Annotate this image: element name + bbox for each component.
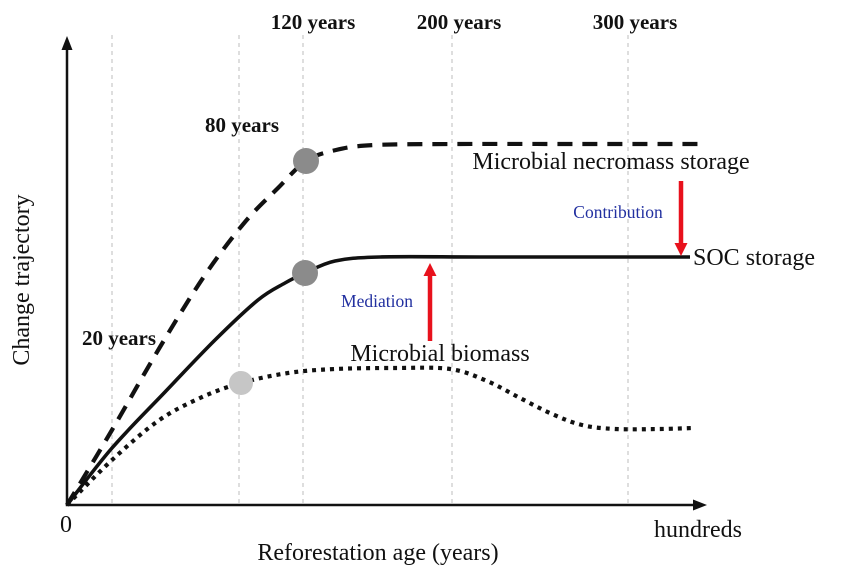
age-label-80-years: 80 years [204,113,280,137]
age-label-300-years: 300 years [592,10,678,34]
biomass-curve [65,365,694,507]
mediation-label: Mediation [341,291,413,311]
contribution-arrow-head [674,243,688,256]
biomass-curve-label: Microbial biomass [350,341,530,367]
x-axis-arrowhead [693,499,707,511]
soc-curve-label: SOC storage [693,245,815,271]
necromass-curve [65,141,698,507]
necromass-curve-label: Microbial necromass storage [472,149,750,175]
age-label-120-years: 120 years [270,10,356,34]
age-label-20-years: 20 years [81,326,157,350]
y-axis-label: Change trajectory [8,194,35,366]
mediation-arrow-head [423,263,437,276]
x-axis-end-tick: hundreds [654,517,742,543]
x-axis-label: Reforestation age (years) [257,540,499,566]
age-label-200-years: 200 years [416,10,502,34]
contribution-label: Contribution [573,202,663,222]
necromass-saturation-marker [293,148,319,174]
soc-saturation-marker [292,260,318,286]
y-axis-arrowhead [61,36,73,50]
x-axis-origin-tick: 0 [60,512,72,538]
biomass-saturation-marker [229,371,253,395]
